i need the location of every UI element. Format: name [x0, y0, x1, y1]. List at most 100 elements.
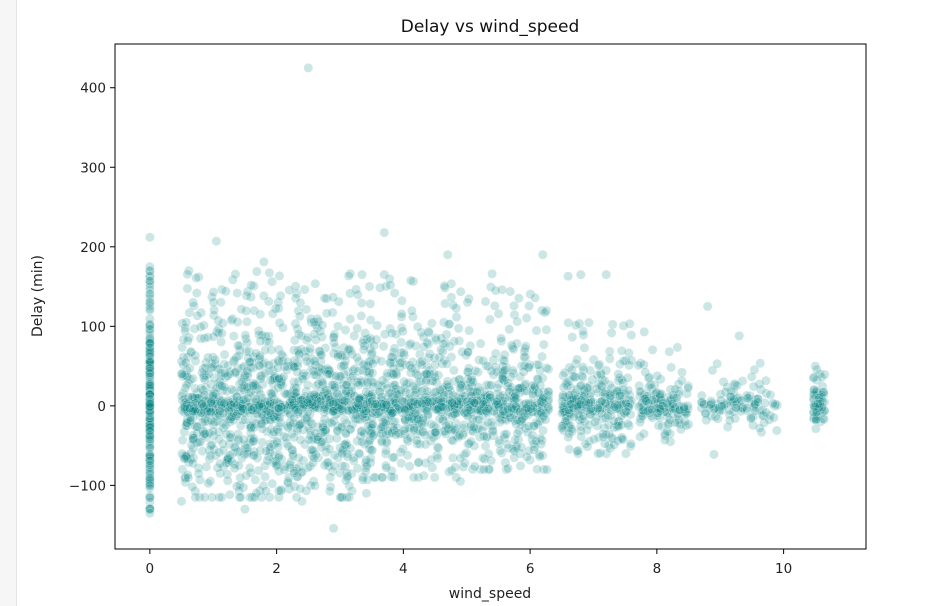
- data-point: [541, 324, 552, 335]
- data-point: [466, 436, 476, 447]
- data-point: [255, 371, 266, 381]
- data-point: [321, 308, 332, 319]
- data-point: [182, 420, 193, 431]
- data-point: [269, 412, 279, 423]
- data-point: [216, 328, 227, 339]
- data-point: [427, 462, 438, 473]
- data-point: [222, 386, 232, 397]
- data-point: [235, 420, 246, 431]
- data-point: [609, 439, 620, 450]
- data-point: [238, 403, 248, 414]
- data-point: [181, 451, 191, 462]
- data-point: [262, 455, 273, 466]
- data-point: [557, 400, 568, 411]
- data-point: [479, 464, 489, 475]
- data-point: [217, 438, 228, 449]
- data-point: [244, 387, 254, 398]
- data-point: [144, 434, 155, 445]
- data-point: [144, 338, 155, 349]
- data-point: [808, 373, 819, 384]
- data-point: [201, 461, 212, 472]
- data-point: [241, 399, 252, 410]
- data-point: [412, 435, 422, 446]
- data-point: [182, 371, 193, 382]
- data-point: [671, 392, 682, 403]
- data-point: [208, 430, 219, 441]
- data-point: [254, 352, 265, 363]
- data-point: [188, 434, 198, 445]
- data-point: [386, 328, 397, 339]
- data-point: [220, 403, 231, 414]
- data-point: [229, 398, 240, 409]
- data-point: [208, 419, 219, 430]
- data-point: [144, 389, 155, 399]
- data-point: [189, 323, 200, 334]
- data-point: [386, 352, 397, 362]
- data-point: [330, 382, 340, 393]
- data-point: [572, 401, 583, 412]
- data-point: [184, 398, 195, 408]
- data-point: [258, 410, 268, 421]
- data-point: [219, 398, 229, 409]
- data-point: [144, 345, 155, 356]
- data-point: [144, 503, 155, 514]
- data-point: [364, 281, 375, 292]
- data-point: [144, 341, 155, 352]
- y-tick-label: 400: [80, 81, 106, 97]
- x-tick-label: 10: [775, 561, 792, 577]
- data-point: [217, 381, 227, 391]
- data-point: [205, 476, 216, 486]
- data-point: [144, 385, 155, 396]
- data-point: [204, 445, 215, 456]
- data-point: [535, 380, 546, 391]
- data-point: [144, 351, 155, 362]
- data-point: [180, 322, 191, 333]
- data-point: [224, 439, 235, 449]
- data-point: [193, 468, 204, 479]
- data-point: [144, 406, 155, 417]
- data-point: [144, 382, 155, 393]
- data-point: [144, 365, 155, 375]
- data-point: [179, 453, 190, 464]
- data-point: [144, 300, 155, 311]
- data-point: [144, 276, 155, 287]
- data-point: [521, 451, 532, 462]
- data-point: [265, 375, 276, 386]
- data-point: [144, 394, 155, 405]
- data-point: [233, 460, 244, 471]
- data-point: [230, 411, 241, 421]
- data-point: [226, 412, 237, 422]
- data-point: [194, 410, 205, 421]
- data-point: [246, 422, 257, 433]
- data-point: [180, 473, 191, 484]
- data-point: [626, 330, 637, 340]
- data-point: [208, 391, 219, 402]
- data-point: [180, 383, 191, 394]
- data-point: [245, 467, 256, 478]
- data-point: [144, 405, 155, 416]
- data-point: [144, 377, 155, 388]
- data-point: [195, 437, 206, 448]
- data-point: [144, 390, 155, 401]
- data-point: [486, 416, 497, 427]
- data-point: [219, 359, 229, 369]
- data-point: [469, 461, 480, 472]
- data-point: [348, 371, 358, 381]
- data-point: [315, 349, 326, 360]
- data-point: [144, 360, 155, 371]
- data-point: [319, 293, 330, 304]
- data-point: [405, 338, 416, 349]
- data-point: [144, 398, 155, 409]
- data-point: [462, 347, 473, 357]
- data-point: [237, 414, 248, 425]
- data-point: [242, 448, 253, 459]
- data-point: [187, 412, 198, 423]
- data-point: [240, 439, 251, 450]
- data-point: [646, 404, 657, 415]
- data-point: [144, 333, 155, 343]
- data-point: [144, 476, 155, 487]
- data-point: [255, 336, 266, 347]
- data-point: [216, 395, 227, 406]
- data-point: [228, 394, 238, 405]
- data-point: [144, 472, 155, 483]
